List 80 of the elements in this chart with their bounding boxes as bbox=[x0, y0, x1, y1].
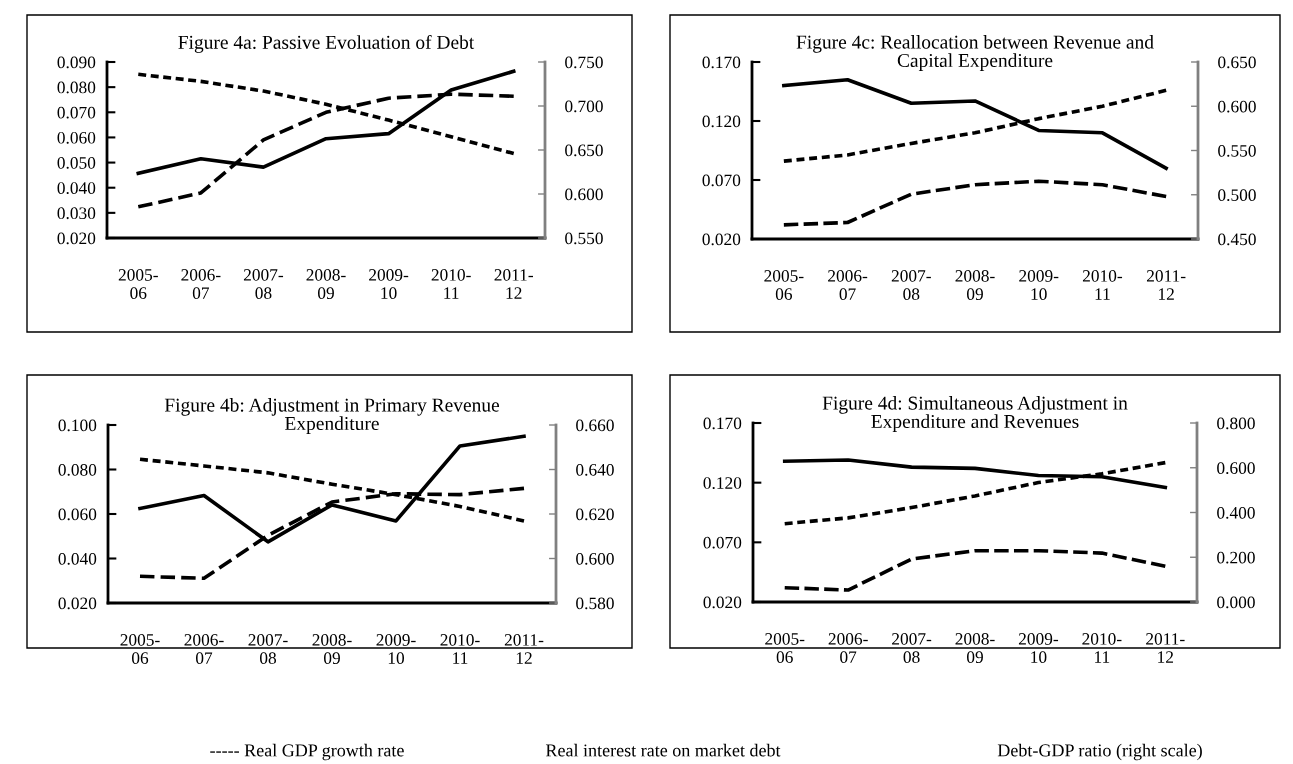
y2-tick-label: 0.650 bbox=[565, 144, 603, 157]
x-tick-label: 2007- 08 bbox=[243, 269, 284, 299]
x-tick-label: 2007- 08 bbox=[248, 634, 288, 664]
line-series bbox=[782, 548, 1168, 592]
chart-title: Figure 4b: Adjustment in Primary Revenue Expenditure bbox=[164, 398, 500, 434]
y2-tick-label: 0.600 bbox=[1218, 100, 1256, 113]
y-tick-label: 0.040 bbox=[57, 182, 96, 194]
x-tick-label: 2008- 09 bbox=[955, 633, 995, 663]
y-tick-label: 0.090 bbox=[57, 56, 96, 69]
y-tick-label: 0.020 bbox=[702, 233, 741, 246]
x-tick-label: 2011- 12 bbox=[494, 269, 534, 299]
y2-tick-label: 0.600 bbox=[576, 552, 614, 565]
text: Real interest rate on market debt bbox=[545, 743, 781, 757]
y-tick-label: 0.060 bbox=[57, 131, 96, 144]
y2-tick-label: 0.640 bbox=[576, 463, 614, 476]
y-tick-label: 0.120 bbox=[702, 115, 741, 128]
chart-title: Figure 4d: Simultaneous Adjustment in Expenditure and Revenues bbox=[822, 396, 1128, 432]
line-series bbox=[782, 77, 1168, 171]
y2-tick-label: 0.580 bbox=[576, 597, 614, 610]
y-tick-label: 0.050 bbox=[57, 157, 96, 169]
x-tick-label: 2007- 08 bbox=[891, 270, 931, 300]
x-tick-label: 2011- 12 bbox=[1146, 270, 1186, 300]
y2-tick-label: 0.700 bbox=[565, 100, 603, 113]
y2-tick-label: 0.550 bbox=[1218, 144, 1256, 157]
y-tick-label: 0.060 bbox=[58, 508, 97, 521]
y2-tick-label: 0.550 bbox=[565, 232, 603, 245]
x-tick-label: 2005- 06 bbox=[118, 269, 158, 299]
y-tick-label: 0.040 bbox=[58, 552, 97, 565]
x-tick-label: 2011- 12 bbox=[1146, 633, 1185, 663]
x-tick-label: 2009- 10 bbox=[1018, 633, 1059, 663]
y2-tick-label: 0.750 bbox=[565, 56, 603, 69]
y2-tick-label: 0.620 bbox=[576, 508, 614, 521]
x-tick-label: 2008- 09 bbox=[955, 270, 995, 300]
x-tick-label: 2005- 06 bbox=[120, 634, 160, 664]
y2-tick-label: 0.660 bbox=[576, 419, 614, 432]
y2-tick-label: 0.800 bbox=[1217, 417, 1255, 430]
x-tick-label: 2006- 07 bbox=[181, 269, 221, 299]
x-tick-label: 2006- 07 bbox=[828, 270, 868, 300]
y-tick-label: 0.030 bbox=[57, 207, 96, 220]
x-tick-label: 2006- 07 bbox=[828, 633, 868, 663]
text: ----- Real GDP growth rate bbox=[210, 743, 404, 761]
x-tick-label: 2005- 06 bbox=[765, 633, 805, 663]
y-tick-label: 0.170 bbox=[702, 56, 741, 69]
x-tick-label: 2009- 10 bbox=[369, 269, 409, 299]
x-tick-label: 2008- 09 bbox=[306, 269, 346, 299]
y-tick-label: 0.170 bbox=[703, 417, 742, 430]
chart-title: Figure 4a: Passive Evoluation of Debt bbox=[178, 35, 475, 53]
text: Debt-GDP ratio (right scale) bbox=[997, 743, 1202, 761]
y2-tick-label: 0.600 bbox=[1217, 462, 1255, 475]
y-tick-label: 0.020 bbox=[57, 232, 96, 245]
x-tick-label: 2011- 12 bbox=[504, 634, 544, 664]
x-tick-label: 2009- 10 bbox=[376, 634, 416, 664]
y2-tick-label: 0.200 bbox=[1217, 551, 1255, 564]
y-tick-label: 0.070 bbox=[702, 174, 741, 187]
y2-tick-label: 0.650 bbox=[1218, 56, 1256, 69]
line-series bbox=[782, 179, 1168, 227]
y2-tick-label: 0.500 bbox=[1218, 189, 1256, 202]
y2-tick-label: 0.450 bbox=[1218, 233, 1256, 246]
y2-tick-label: 0.000 bbox=[1217, 596, 1255, 609]
y2-tick-label: 0.400 bbox=[1217, 506, 1255, 519]
x-tick-label: 2010- 11 bbox=[1082, 270, 1123, 300]
y-tick-label: 0.120 bbox=[703, 477, 742, 489]
x-tick-label: 2010- 11 bbox=[431, 269, 471, 299]
x-tick-label: 2010- 11 bbox=[1082, 633, 1122, 663]
y-tick-label: 0.100 bbox=[58, 419, 97, 432]
y-tick-label: 0.080 bbox=[58, 463, 97, 476]
line-series bbox=[782, 460, 1168, 526]
x-tick-label: 2005- 06 bbox=[764, 270, 804, 300]
x-tick-label: 2010- 11 bbox=[440, 634, 480, 664]
chart-title: Figure 4c: Reallocation between Revenue and Capital Expenditure bbox=[796, 35, 1154, 71]
y-tick-label: 0.080 bbox=[57, 81, 96, 94]
y-tick-label: 0.070 bbox=[57, 106, 96, 119]
x-tick-label: 2006- 07 bbox=[184, 634, 224, 664]
y-tick-label: 0.020 bbox=[703, 596, 742, 609]
y2-tick-label: 0.600 bbox=[565, 188, 603, 201]
x-tick-label: 2007- 08 bbox=[892, 633, 932, 663]
x-tick-label: 2008- 09 bbox=[312, 634, 352, 664]
x-tick-label: 2009- 10 bbox=[1019, 270, 1059, 300]
y-tick-label: 0.020 bbox=[58, 597, 97, 610]
y-tick-label: 0.070 bbox=[703, 536, 742, 549]
